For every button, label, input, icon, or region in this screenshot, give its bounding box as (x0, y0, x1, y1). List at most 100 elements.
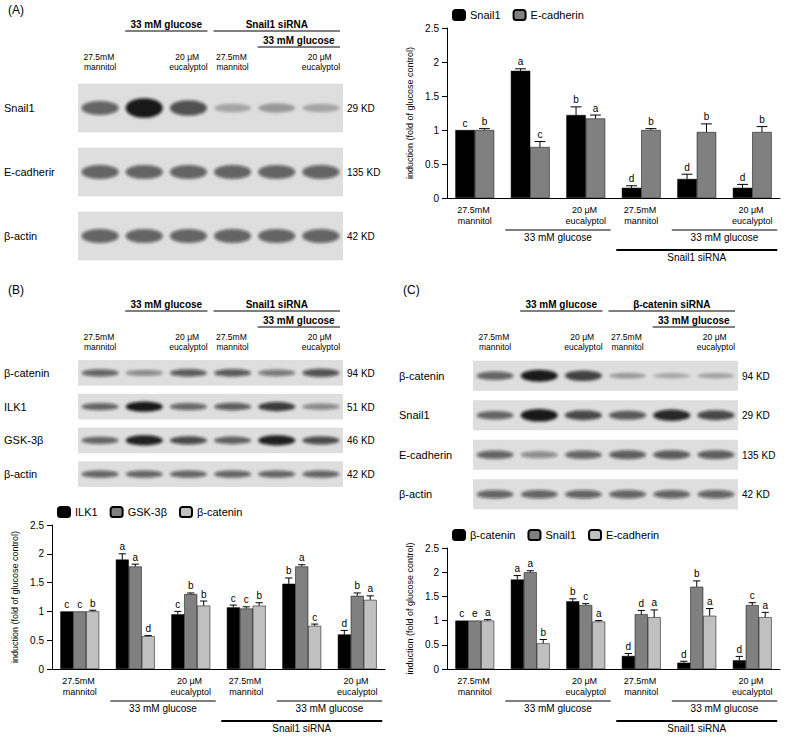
svg-text:eucalyptol: eucalyptol (170, 687, 211, 697)
svg-text:33 mM glucose: 33 mM glucose (658, 315, 730, 326)
svg-text:b: b (573, 94, 579, 105)
svg-text:42 KD: 42 KD (347, 469, 375, 480)
svg-text:27.5mM mannitol: 27.5mM mannitol (84, 332, 117, 352)
svg-text:27.5mM: 27.5mM (624, 676, 659, 686)
svg-text:E-cadherin: E-cadherin (399, 449, 452, 461)
svg-text:42 KD: 42 KD (347, 231, 375, 242)
svg-text:135 KD: 135 KD (742, 450, 775, 461)
svg-text:135 KD: 135 KD (347, 167, 380, 178)
svg-text:β-catenin: β-catenin (470, 529, 515, 541)
svg-text:Snail1 siRNA: Snail1 siRNA (246, 299, 308, 310)
svg-text:mannitol: mannitol (229, 687, 263, 697)
svg-text:2: 2 (433, 57, 439, 68)
svg-text:induction (fold of glucose con: induction (fold of glucose control) (405, 47, 415, 179)
svg-text:27.5mM: 27.5mM (62, 676, 97, 686)
svg-text:eucalyptol: eucalyptol (565, 687, 606, 697)
svg-text:20 μM eucalyptol: 20 μM eucalyptol (697, 332, 735, 352)
svg-text:E-cadherir: E-cadherir (4, 166, 55, 178)
svg-text:mannitol: mannitol (624, 216, 658, 226)
svg-text:β-catenin: β-catenin (399, 370, 444, 382)
svg-text:β-actin: β-actin (4, 230, 37, 242)
svg-text:a: a (485, 607, 491, 618)
svg-text:c: c (312, 612, 317, 623)
svg-text:a: a (120, 541, 126, 552)
svg-text:a: a (593, 103, 599, 114)
svg-text:94 KD: 94 KD (742, 371, 770, 382)
svg-text:induction (fold of glucose con: induction (fold of glucose control) (10, 531, 20, 663)
svg-text:20 μM eucalyptol: 20 μM eucalyptol (302, 332, 340, 352)
svg-text:a: a (515, 563, 521, 574)
svg-text:c: c (463, 118, 468, 129)
svg-text:b: b (704, 111, 710, 122)
svg-text:33 mM glucose: 33 mM glucose (691, 703, 759, 714)
svg-text:b: b (354, 580, 360, 591)
svg-text:c: c (750, 590, 755, 601)
svg-text:2.5: 2.5 (425, 543, 439, 554)
svg-text:ILK1: ILK1 (75, 506, 98, 518)
svg-text:induction (fold of glucose con: induction (fold of glucose control) (405, 542, 415, 674)
svg-text:c: c (231, 593, 236, 604)
svg-text:29 KD: 29 KD (742, 410, 770, 421)
svg-text:a: a (132, 552, 138, 563)
svg-text:b: b (694, 568, 700, 579)
svg-text:β-actin: β-actin (4, 468, 37, 480)
svg-text:E-cadherin: E-cadherin (531, 9, 584, 21)
svg-text:(A): (A) (8, 3, 24, 17)
svg-text:β-catenin siRNA: β-catenin siRNA (633, 299, 710, 310)
svg-text:a: a (527, 558, 533, 569)
svg-text:20 μM eucalyptol: 20 μM eucalyptol (302, 52, 340, 72)
svg-text:b: b (482, 116, 488, 127)
svg-text:d: d (681, 649, 687, 660)
svg-text:a: a (367, 583, 373, 594)
svg-text:mannitol: mannitol (458, 216, 492, 226)
svg-text:c: c (459, 608, 464, 619)
svg-text:b: b (201, 589, 207, 600)
svg-text:d: d (342, 618, 348, 629)
svg-text:a: a (518, 56, 524, 67)
svg-text:a: a (299, 552, 305, 563)
svg-text:β-catenin: β-catenin (197, 506, 242, 518)
svg-text:20 μM: 20 μM (572, 676, 600, 686)
svg-text:c: c (175, 599, 180, 610)
svg-text:β-catenin: β-catenin (4, 367, 49, 379)
svg-text:Snail1: Snail1 (545, 529, 576, 541)
svg-text:Snail1 siRNA: Snail1 siRNA (272, 723, 331, 734)
svg-text:d: d (626, 641, 632, 652)
svg-text:46 KD: 46 KD (347, 435, 375, 446)
svg-text:a: a (707, 596, 713, 607)
svg-text:2.5: 2.5 (30, 520, 44, 531)
svg-text:b: b (256, 590, 262, 601)
svg-text:a: a (596, 608, 602, 619)
svg-text:2.5: 2.5 (425, 23, 439, 34)
svg-text:27.5mM: 27.5mM (457, 676, 492, 686)
svg-text:c: c (244, 594, 249, 605)
svg-text:e: e (472, 608, 478, 619)
svg-text:eucalyptol: eucalyptol (732, 216, 773, 226)
svg-text:mannitol: mannitol (624, 687, 658, 697)
svg-text:1: 1 (433, 615, 439, 626)
svg-text:c: c (64, 599, 69, 610)
svg-text:b: b (570, 586, 576, 597)
svg-text:27.5mM mannitol: 27.5mM mannitol (216, 332, 249, 352)
svg-text:GSK-3β: GSK-3β (128, 506, 167, 518)
svg-text:d: d (145, 623, 151, 634)
svg-text:d: d (740, 172, 746, 183)
svg-text:b: b (286, 565, 292, 576)
svg-text:2: 2 (433, 567, 439, 578)
svg-text:27.5mM mannitol: 27.5mM mannitol (479, 332, 512, 352)
svg-text:a: a (651, 597, 657, 608)
svg-text:mannitol: mannitol (458, 687, 492, 697)
svg-text:c: c (77, 599, 82, 610)
svg-text:27.5mM: 27.5mM (624, 205, 659, 215)
svg-text:20 μM: 20 μM (177, 676, 205, 686)
svg-text:mannitol: mannitol (63, 687, 97, 697)
svg-text:b: b (648, 116, 654, 127)
svg-text:20 μM: 20 μM (572, 205, 600, 215)
svg-text:27.5mM mannitol: 27.5mM mannitol (84, 52, 117, 72)
svg-text:Snail1 siRNA: Snail1 siRNA (246, 19, 308, 30)
svg-text:27.5mM mannitol: 27.5mM mannitol (611, 332, 644, 352)
svg-text:0: 0 (433, 193, 439, 204)
svg-text:Snail1 siRNA: Snail1 siRNA (667, 723, 726, 734)
svg-text:(B): (B) (8, 283, 24, 297)
svg-text:eucalyptol: eucalyptol (565, 216, 606, 226)
